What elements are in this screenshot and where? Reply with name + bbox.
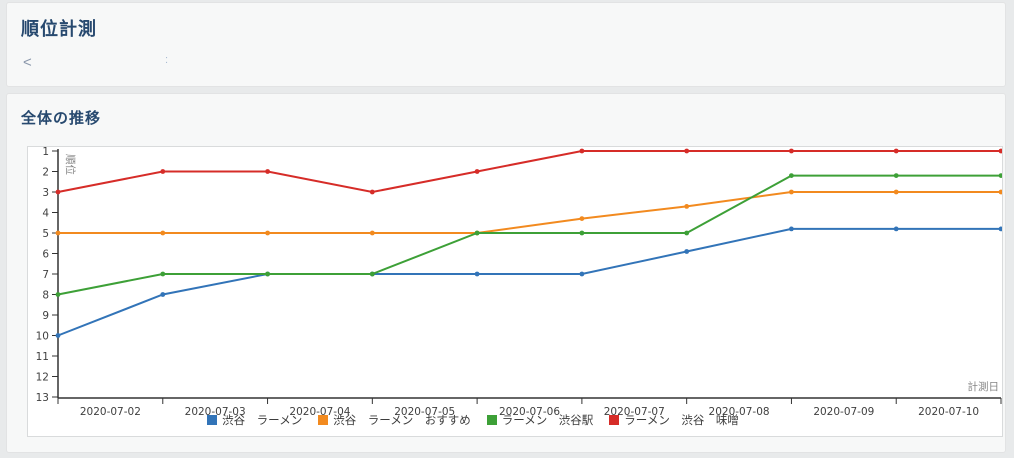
y-tick-label: 3 <box>42 187 49 199</box>
page-header: 順位計測 < : <box>6 2 1006 87</box>
chart-legend: 渋谷 ラーメン 渋谷 ラーメン おすすめ ラーメン 渋谷駅 ラーメン 渋谷 味噌 <box>0 412 960 428</box>
y-tick-label: 9 <box>42 310 49 322</box>
y-axis-title: 順位 <box>64 154 77 175</box>
y-tick-label: 1 <box>42 147 49 158</box>
legend-item[interactable]: 渋谷 ラーメン おすすめ <box>318 412 471 428</box>
data-point[interactable] <box>160 271 166 277</box>
x-tick-label: 2020-07-02 <box>80 406 141 418</box>
data-point[interactable] <box>579 148 585 154</box>
data-point[interactable] <box>474 230 480 236</box>
data-point[interactable] <box>998 148 1002 154</box>
data-point[interactable] <box>369 189 375 195</box>
data-point[interactable] <box>579 271 585 277</box>
legend-swatch-icon <box>318 415 329 425</box>
page-title: 順位計測 <box>21 19 97 39</box>
legend-item[interactable]: ラーメン 渋谷駅 <box>486 412 594 428</box>
x-axis-title: 計測日 <box>968 380 1000 393</box>
y-tick-label: 8 <box>42 290 49 302</box>
data-point[interactable] <box>160 292 166 297</box>
data-point[interactable] <box>893 189 899 195</box>
section-title: 全体の推移 <box>21 110 102 127</box>
data-point[interactable] <box>265 169 270 174</box>
back-chevron-icon[interactable]: < <box>23 54 32 71</box>
data-point[interactable] <box>579 230 585 236</box>
data-point[interactable] <box>265 230 270 236</box>
data-point[interactable] <box>998 189 1002 195</box>
data-point[interactable] <box>55 189 61 195</box>
x-tick-label: 2020-07-08 <box>709 406 770 418</box>
data-point[interactable] <box>55 333 61 338</box>
data-point[interactable] <box>684 249 690 254</box>
y-tick-label: 5 <box>42 228 49 240</box>
data-point[interactable] <box>684 230 690 236</box>
legend-item[interactable]: ラーメン 渋谷 味噌 <box>609 412 739 428</box>
data-point[interactable] <box>160 169 166 174</box>
x-tick-label: 2020-07-06 <box>499 406 560 418</box>
legend-item[interactable]: 渋谷 ラーメン <box>207 412 302 428</box>
faint-detail-text: : <box>165 54 169 66</box>
y-tick-label: 10 <box>36 331 49 343</box>
data-point[interactable] <box>265 271 270 277</box>
data-point[interactable] <box>684 148 690 154</box>
data-point[interactable] <box>998 173 1002 178</box>
y-tick-label: 6 <box>42 249 49 261</box>
rank-trend-chart: 1 2 3 4 5 6 7 8 9 10 11 12 13 2020-07-02 2020-07-03 202… <box>27 146 1003 437</box>
series-line <box>58 191 1001 234</box>
data-point[interactable] <box>998 226 1002 232</box>
y-tick-label: 2 <box>42 167 49 179</box>
x-tick-label: 2020-07-03 <box>185 406 246 418</box>
data-point[interactable] <box>893 226 899 232</box>
data-point[interactable] <box>474 271 480 277</box>
legend-swatch-icon <box>486 415 497 425</box>
y-tick-label: 7 <box>42 269 49 281</box>
data-point[interactable] <box>893 173 899 178</box>
legend-label: ラーメン 渋谷駅 <box>501 415 594 427</box>
x-tick-label: 2020-07-09 <box>813 406 874 418</box>
legend-label: 渋谷 ラーメン おすすめ <box>333 415 471 427</box>
data-point[interactable] <box>789 189 794 195</box>
legend-label: ラーメン 渋谷 味噌 <box>624 415 739 427</box>
y-tick-label: 12 <box>36 372 49 384</box>
data-point[interactable] <box>160 230 166 236</box>
series-line <box>57 150 1001 194</box>
legend-swatch-icon <box>609 415 620 425</box>
data-point[interactable] <box>474 169 480 174</box>
series-line <box>57 174 1001 296</box>
y-tick-label: 4 <box>42 208 49 220</box>
data-point[interactable] <box>789 173 794 178</box>
x-tick-label: 2020-07-05 <box>394 406 455 418</box>
data-point[interactable] <box>579 216 585 221</box>
data-point[interactable] <box>893 148 899 154</box>
legend-swatch-icon <box>207 415 218 425</box>
trend-panel: 全体の推移 1 2 3 4 5 6 7 8 9 10 11 12 13 2020-07-02 2020-07… <box>6 93 1006 453</box>
data-point[interactable] <box>369 230 375 236</box>
x-tick-label: 2020-07-10 <box>918 406 979 418</box>
data-point[interactable] <box>789 226 794 232</box>
series-line <box>57 227 1001 337</box>
y-tick-label: 13 <box>36 392 49 404</box>
data-point[interactable] <box>684 204 690 209</box>
data-point[interactable] <box>55 292 61 297</box>
data-point[interactable] <box>369 271 375 277</box>
data-point[interactable] <box>55 230 61 236</box>
y-tick-label: 11 <box>36 351 49 363</box>
data-point[interactable] <box>789 148 794 154</box>
legend-label: 渋谷 ラーメン <box>222 415 303 427</box>
x-tick-label: 2020-07-04 <box>289 406 350 418</box>
